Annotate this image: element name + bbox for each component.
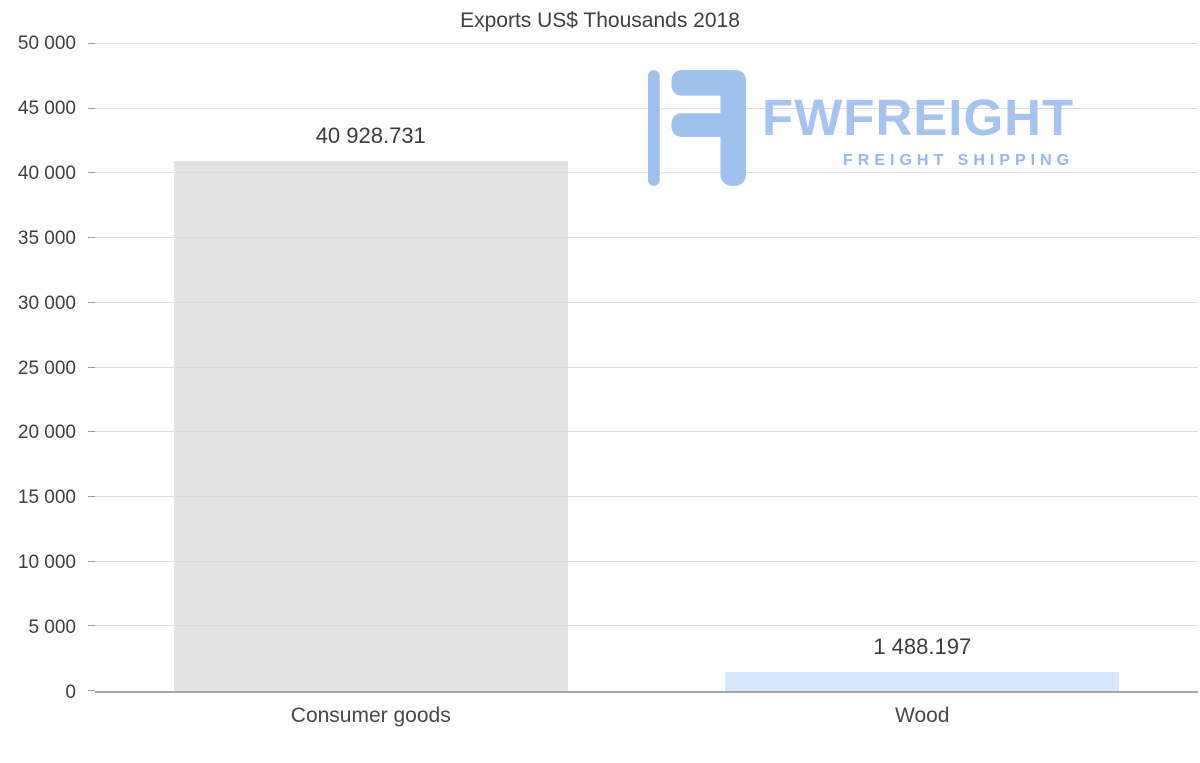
bars-container: 40 928.731 1 488.197 (95, 44, 1198, 691)
gridline (95, 301, 1198, 303)
y-axis-tick-label: 15 000 (17, 487, 76, 509)
y-axis-tick (88, 172, 95, 174)
y-axis-tick (88, 431, 95, 433)
y-axis-tick (88, 560, 95, 562)
y-axis-tick-label: 10 000 (17, 552, 76, 574)
bar (173, 161, 568, 691)
y-axis-tick-label: 50 000 (17, 33, 76, 54)
y-axis-tick (88, 237, 95, 239)
gridline (95, 560, 1198, 562)
bar-column: 40 928.731 (95, 44, 647, 691)
plot-area: 40 928.731 1 488.197 (88, 43, 1198, 693)
bar-value-label: 1 488.197 (873, 633, 972, 659)
watermark-logo: FWFREIGHT FREIGHT SHIPPING (648, 70, 1074, 186)
y-axis-tick (88, 495, 95, 497)
category-label: Consumer goods (290, 704, 451, 727)
y-axis: 0 5 000 10 000 15 000 20 000 25 000 30 000 35 0… (0, 33, 88, 703)
y-axis-tick (88, 301, 95, 303)
y-axis-tick-label: 30 000 (17, 292, 76, 314)
y-axis-tick (88, 43, 95, 44)
gridline (95, 43, 1198, 44)
bar (725, 671, 1120, 691)
fwfreight-logo-icon (648, 70, 746, 186)
y-axis-tick-label: 25 000 (17, 357, 76, 379)
y-axis-tick (88, 690, 95, 691)
y-axis-tick-label: 0 (65, 682, 76, 703)
y-axis-tick (88, 366, 95, 368)
y-axis-tick (88, 107, 95, 109)
gridline (95, 107, 1198, 109)
gridline (95, 495, 1198, 497)
gridline (95, 237, 1198, 239)
y-axis-tick-label: 5 000 (28, 617, 76, 639)
y-axis-tick (88, 625, 95, 627)
y-axis-tick-label: 20 000 (17, 422, 76, 444)
bar-value-label: 40 928.731 (315, 123, 426, 149)
chart-title: Exports US$ Thousands 2018 (460, 9, 740, 32)
x-axis-category-labels: Consumer goods Wood (95, 704, 1198, 738)
category-label: Wood (895, 704, 950, 727)
watermark-tagline: FREIGHT SHIPPING (843, 152, 1075, 169)
bar-column: 1 488.197 (647, 44, 1199, 691)
gridline (95, 172, 1198, 174)
watermark-text: FWFREIGHT FREIGHT SHIPPING (762, 70, 1074, 170)
watermark-brand: FWFREIGHT (762, 89, 1075, 146)
gridline (95, 366, 1198, 368)
y-axis-tick-label: 40 000 (17, 162, 76, 184)
y-axis-tick-label: 45 000 (17, 97, 76, 119)
gridline (95, 431, 1198, 433)
y-axis-tick-label: 35 000 (17, 227, 76, 249)
gridline (95, 625, 1198, 627)
